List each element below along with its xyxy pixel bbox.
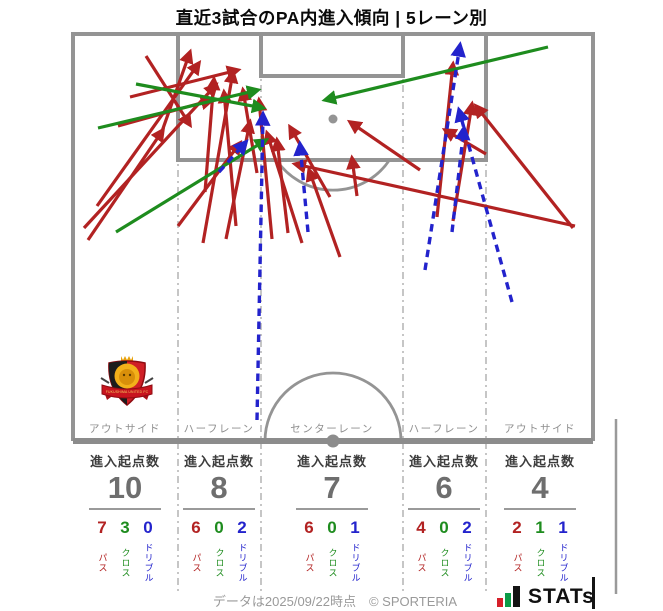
dribble-label: ドリブル: [462, 542, 473, 583]
arrow-dribble: [454, 106, 514, 303]
cross-count: 3: [120, 517, 130, 537]
cross-label: クロス: [535, 547, 546, 578]
stat-column-outside-left: 進入起点数 10 7 パス 3 クロス 0 ドリブル: [89, 451, 161, 586]
bar-chart-icon: [513, 586, 520, 607]
lane-label-outside-left: アウトサイド: [89, 423, 161, 435]
stat-title: 進入起点数: [296, 454, 367, 469]
arrow-pass: [95, 60, 202, 207]
pass-label: パス: [304, 552, 315, 573]
entry-origin-count: 6: [435, 470, 453, 505]
pass-count: 6: [191, 517, 201, 537]
dribble-count: 1: [350, 517, 360, 537]
penalty-area: [176, 34, 488, 162]
pitch-lines: [71, 32, 595, 441]
pass-label: パス: [97, 552, 108, 573]
crest-text: FUKUSHIMA UNITED FC: [106, 390, 149, 394]
dribble-count: 1: [558, 517, 568, 537]
cross-label: クロス: [214, 547, 225, 578]
arrow-pass: [270, 136, 290, 234]
dribble-label: ドリブル: [350, 542, 361, 583]
stat-column-half-left: 進入起点数 8 6 パス 0 クロス 2 ドリブル: [183, 451, 255, 586]
cross-label: クロス: [120, 547, 131, 578]
stats-brand-logo: STATs: [497, 584, 595, 607]
data-source-note: データは2025/09/22時点 © SPORTERIA: [212, 594, 458, 609]
chart-title: 直近3試合のPA内進入傾向 | 5レーン別: [175, 8, 488, 28]
stat-column-center: 進入起点数 7 6 パス 0 クロス 1 ドリブル: [296, 451, 368, 586]
lane-dividers: [177, 34, 487, 592]
lane-label-half-left: ハーフレーン: [183, 423, 255, 435]
arrow-pass: [473, 103, 575, 229]
bar-chart-icon: [505, 593, 511, 607]
lane-label-half-right: ハーフレーン: [408, 423, 480, 435]
stat-column-half-right: 進入起点数 6 4 パス 0 クロス 2 ドリブル: [408, 451, 480, 586]
divider-rule: [296, 507, 368, 510]
center-spot: [326, 434, 340, 448]
cross-count: 0: [439, 517, 449, 537]
pass-label: パス: [191, 552, 202, 573]
entry-origin-count: 4: [531, 470, 549, 505]
dribble-label: ドリブル: [143, 542, 154, 583]
cross-count: 1: [535, 517, 545, 537]
dribble-label: ドリブル: [558, 542, 569, 583]
arrow-pass: [176, 140, 243, 227]
arrow-dribble: [293, 140, 310, 233]
stat-title: 進入起点数: [183, 454, 254, 469]
arrow-cross: [115, 138, 270, 234]
cross-count: 0: [327, 517, 337, 537]
arrow-cross: [97, 85, 262, 130]
arrow-pass: [129, 65, 242, 99]
team-crest-icon: FUKUSHIMA UNITED FC: [100, 356, 154, 406]
divider-rule: [89, 507, 161, 510]
cross-label: クロス: [439, 547, 450, 578]
entry-origin-count: 10: [107, 470, 143, 505]
entry-origin-count: 7: [323, 470, 341, 505]
dribble-count: 0: [143, 517, 153, 537]
penalty-spot: [328, 114, 338, 124]
dribble-count: 2: [237, 517, 247, 537]
lane-label-outside-right: アウトサイド: [504, 423, 576, 435]
cross-label: クロス: [327, 547, 338, 578]
stat-title: 進入起点数: [408, 454, 479, 469]
pass-label: パス: [512, 552, 523, 573]
cross-count: 0: [214, 517, 224, 537]
entry-origin-count: 8: [210, 470, 228, 505]
divider-rule: [183, 507, 255, 510]
bar-chart-icon: [497, 598, 503, 607]
divider-rule: [408, 507, 480, 510]
entry-arrows-layer: [82, 41, 576, 421]
arrow-pass: [82, 82, 219, 230]
dribble-label: ドリブル: [237, 542, 248, 583]
stat-title: 進入起点数: [89, 454, 160, 469]
pass-count: 7: [97, 517, 107, 537]
arrow-cross: [321, 45, 549, 105]
arrow-dribble: [450, 124, 471, 233]
center-circle: [263, 371, 403, 442]
pass-label: パス: [416, 552, 427, 573]
pitch-border: [71, 32, 595, 441]
pass-count: 6: [304, 517, 314, 537]
arrow-pass: [291, 159, 576, 228]
arrow-pass: [86, 126, 166, 241]
divider-rule: [504, 507, 576, 510]
arrow-pass: [288, 123, 332, 198]
arrow-pass: [346, 119, 421, 172]
lane-label-center: センターレーン: [290, 423, 374, 435]
arrow-cross: [135, 82, 267, 114]
stat-column-outside-right: 進入起点数 4 2 パス 1 クロス 1 ドリブル: [504, 451, 576, 586]
goal-area: [259, 34, 405, 78]
dribble-count: 2: [462, 517, 472, 537]
brand-name: STATs: [528, 585, 595, 609]
pass-count: 4: [416, 517, 426, 537]
arrow-pass: [305, 166, 342, 258]
arrow-dribble: [217, 139, 249, 174]
pass-count: 2: [512, 517, 522, 537]
brand-rule: [592, 577, 595, 609]
stat-title: 進入起点数: [504, 454, 575, 469]
penalty-arc: [275, 159, 391, 192]
arrow-pass: [441, 128, 487, 156]
